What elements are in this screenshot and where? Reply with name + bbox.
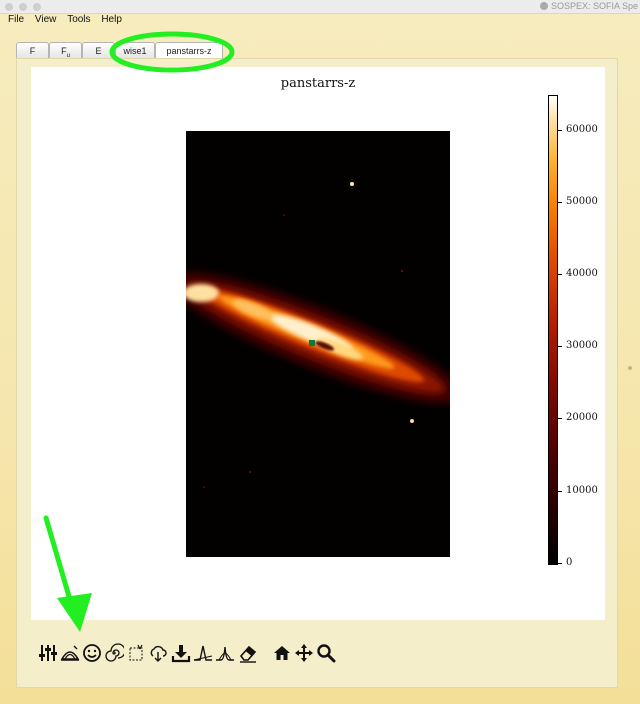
tab-flux[interactable]: F: [16, 42, 49, 58]
smiley-icon[interactable]: [82, 643, 102, 663]
menu-view[interactable]: View: [34, 14, 57, 25]
colorbar-tick: [558, 274, 562, 275]
menu-bar: File View Tools Help: [0, 14, 122, 28]
pixel-marker[interactable]: [309, 340, 315, 346]
spiral-icon[interactable]: [104, 643, 124, 663]
tab-flux-uncorrected[interactable]: Fu: [49, 42, 82, 59]
menu-tools[interactable]: Tools: [67, 14, 91, 25]
sliders-icon[interactable]: [38, 643, 58, 663]
fit-gauss-icon[interactable]: [215, 643, 235, 663]
colorbar-label: 30000: [566, 340, 598, 351]
colorbar-tick: [558, 130, 562, 131]
tab-wise1[interactable]: wise1: [115, 42, 155, 58]
menu-help[interactable]: Help: [101, 14, 122, 25]
tab-error[interactable]: E: [82, 42, 115, 58]
zoom-window-button[interactable]: [33, 3, 41, 11]
colorbar-tick: [558, 202, 562, 203]
galaxy-image[interactable]: [186, 131, 450, 557]
colorbar-label: 10000: [566, 485, 598, 496]
colorbar-tick: [558, 346, 562, 347]
eraser-icon[interactable]: [238, 643, 258, 663]
colorbar-label: 50000: [566, 196, 598, 207]
sunrise-contour-icon[interactable]: [60, 643, 80, 663]
cloud-download-icon[interactable]: [148, 643, 168, 663]
window-titlebar: SOSPEX: SOFIA Spe: [0, 0, 640, 14]
galaxy-image-svg: [186, 131, 450, 557]
colorbar-tick: [558, 563, 562, 564]
menu-file[interactable]: File: [8, 14, 25, 25]
colorbar-label: 60000: [566, 124, 598, 135]
colorbar-label: 40000: [566, 268, 598, 279]
cut-icon[interactable]: [126, 643, 146, 663]
save-icon[interactable]: [171, 643, 191, 663]
pan-icon[interactable]: [294, 643, 314, 663]
colorbar-tick: [558, 491, 562, 492]
colorbar-label: 0: [566, 557, 573, 568]
colorbar-label: 20000: [566, 412, 598, 423]
tab-panstarrs-z[interactable]: panstarrs-z: [155, 42, 223, 58]
colorbar: [548, 95, 558, 565]
minimize-window-button[interactable]: [19, 3, 27, 11]
window-title: SOSPEX: SOFIA Spe: [539, 0, 638, 13]
fit-peak-icon[interactable]: [193, 643, 213, 663]
splitter-handle[interactable]: [628, 366, 632, 370]
app-logo-icon: [539, 2, 548, 10]
zoom-icon[interactable]: [316, 643, 336, 663]
plot-title: panstarrs-z: [280, 76, 356, 91]
colorbar-tick: [558, 418, 562, 419]
home-icon[interactable]: [272, 643, 292, 663]
close-window-button[interactable]: [5, 3, 13, 11]
